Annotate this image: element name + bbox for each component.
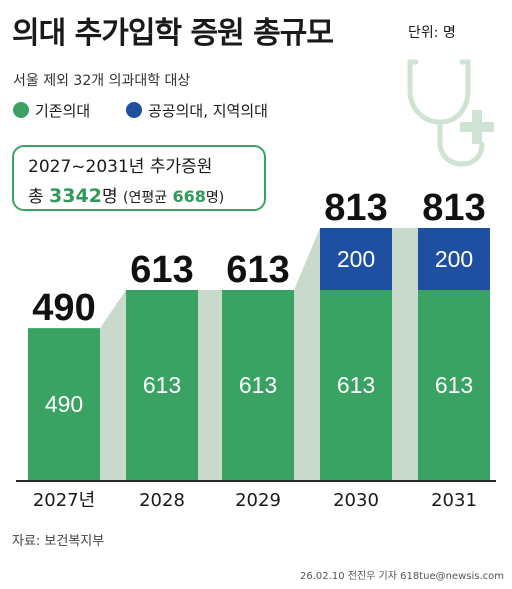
bar-segment-existing-1 xyxy=(28,328,100,480)
bar-connector-4 xyxy=(392,228,418,480)
x-tick-label: 2031 xyxy=(431,490,477,511)
summary-total-suffix: 명 xyxy=(101,187,118,207)
bar-connector-3 xyxy=(294,228,320,480)
source-note: 자료: 보건복지부 xyxy=(12,534,105,549)
total-value-label: 813 xyxy=(422,187,485,229)
legend-label-existing: 기존의대 xyxy=(35,101,91,120)
summary-total-value: 3342 xyxy=(49,185,102,207)
summary-totals: 총 3342명 (연평균 668명) xyxy=(28,182,224,207)
legend-label-public-regional: 공공의대, 지역의대 xyxy=(148,101,268,120)
segment-value-label: 613 xyxy=(337,372,375,398)
total-value-label: 613 xyxy=(226,249,289,291)
bar-segment-public-regional-5 xyxy=(418,228,490,290)
summary-total-prefix: 총 xyxy=(28,187,44,207)
summary-avg-suffix: 명) xyxy=(205,190,225,206)
stethoscope-icon xyxy=(407,59,494,167)
bar-segment-existing-3 xyxy=(222,289,294,480)
legend-swatch-blue xyxy=(126,102,142,118)
x-tick-label: 2027년 xyxy=(33,490,95,511)
total-value-label: 490 xyxy=(32,287,95,329)
bar-segment-existing-5 xyxy=(418,289,490,480)
bar-segment-public-regional-4 xyxy=(320,228,392,290)
segment-value-label: 613 xyxy=(239,372,277,398)
segment-value-label: 200 xyxy=(337,246,375,272)
bar-connector-1 xyxy=(100,289,126,480)
legend-swatch-green xyxy=(13,102,29,118)
segment-value-label: 613 xyxy=(435,372,473,398)
bar-connector-2 xyxy=(198,289,222,480)
summary-period: 2027~2031년 추가증원 xyxy=(28,157,213,177)
legend-item-public-regional: 공공의대, 지역의대 xyxy=(126,100,268,120)
summary-box: 2027~2031년 추가증원 총 3342명 (연평균 668명) xyxy=(12,145,266,211)
x-tick-label: 2028 xyxy=(139,490,185,511)
legend-item-existing: 기존의대 xyxy=(13,100,90,120)
chart-subtitle: 서울 제외 32개 의과대학 대상 xyxy=(13,73,191,89)
unit-label: 단위: 명 xyxy=(408,25,456,41)
summary-avg-prefix: (연평균 xyxy=(122,190,168,206)
summary-avg-value: 668 xyxy=(172,187,206,206)
x-axis-line xyxy=(16,480,496,482)
bar-segment-existing-2 xyxy=(126,289,198,480)
x-tick-label: 2029 xyxy=(235,490,281,511)
chart-title: 의대 추가입학 증원 총규모 xyxy=(12,16,334,51)
segment-value-label: 200 xyxy=(435,246,473,272)
total-value-label: 813 xyxy=(324,187,387,229)
total-value-label: 613 xyxy=(130,249,193,291)
byline: 26.02.10 전진우 기자 618tue@newsis.com xyxy=(300,571,504,582)
segment-value-label: 490 xyxy=(45,391,83,417)
x-tick-label: 2030 xyxy=(333,490,379,511)
bar-segment-existing-4 xyxy=(320,289,392,480)
segment-value-label: 613 xyxy=(143,372,181,398)
